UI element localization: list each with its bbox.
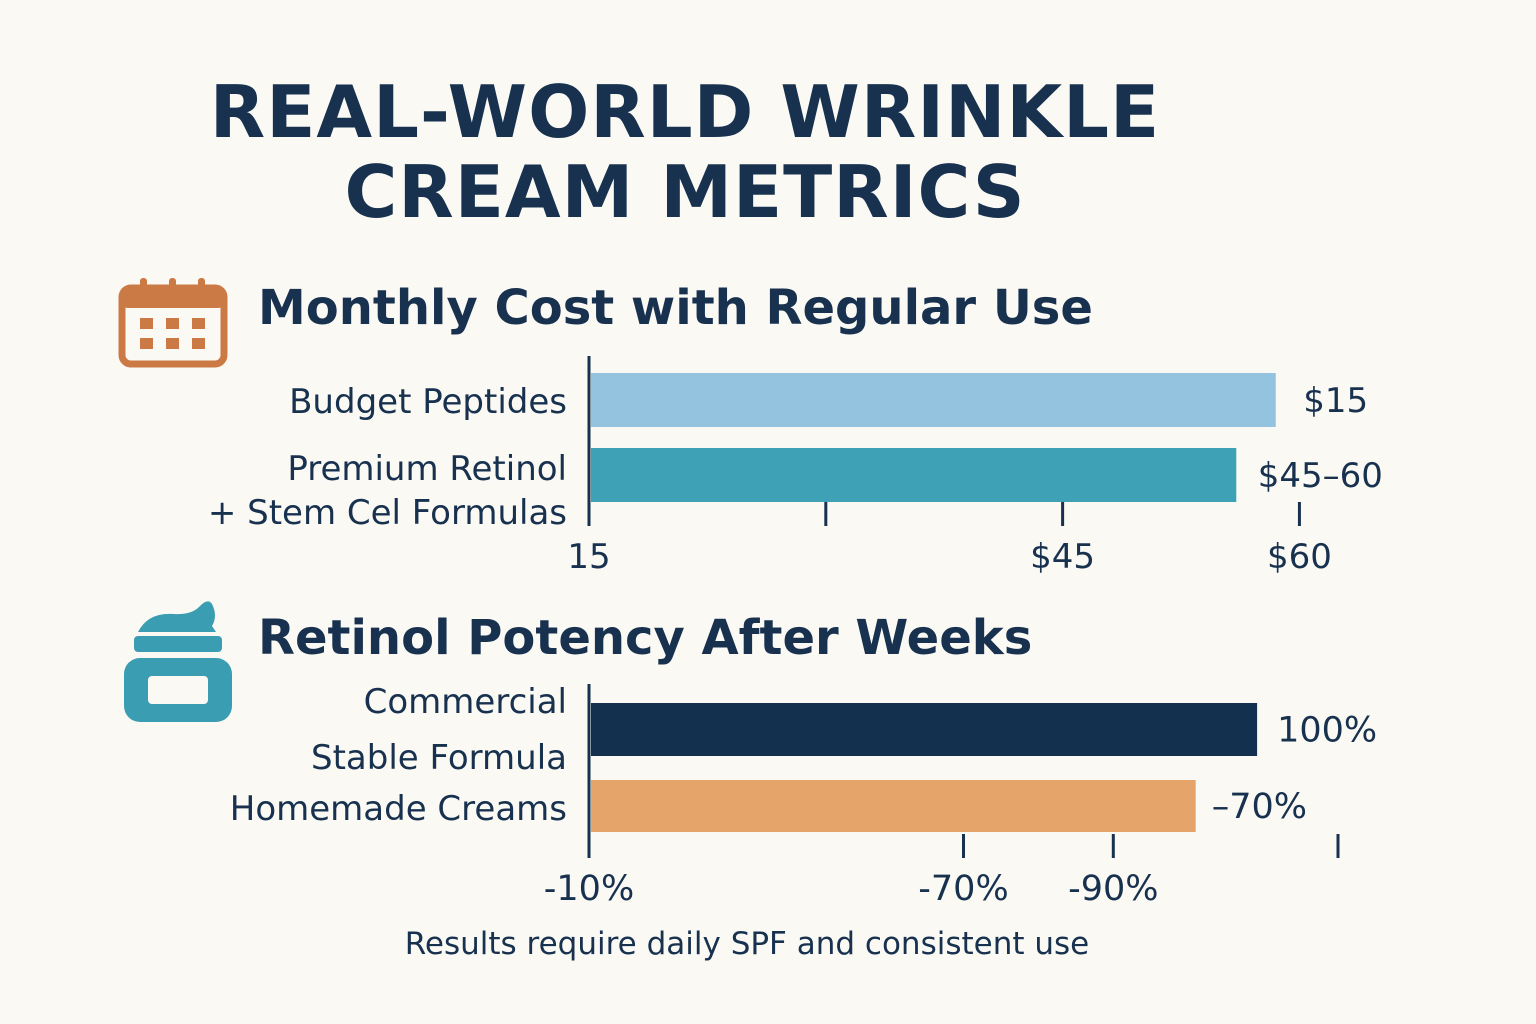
data-label: –70% <box>1212 787 1307 827</box>
category-label: Premium Retinol <box>287 449 567 489</box>
tick-label: $45 <box>1030 537 1095 577</box>
cost-bar-chart: $15 Budget Peptides $45–60 Premium Retinol+… <box>208 356 1383 577</box>
data-label: $15 <box>1303 381 1368 421</box>
footnote: Results require daily SPF and consistent… <box>404 926 1090 962</box>
section-heading-potency: Retinol Potency After Weeks <box>258 610 1033 666</box>
bar <box>591 373 1276 427</box>
potency-bar-chart: 100% Commercial Stable Formula –70% Homemade… <box>230 682 1377 909</box>
chart-title-line-2: CREAM METRICS <box>344 150 1026 234</box>
category-label: + Stem Cel Formulas <box>208 493 567 533</box>
tick-label: 15 <box>567 537 610 577</box>
category-label: Budget Peptides <box>289 382 567 422</box>
tick-label: $60 <box>1267 537 1332 577</box>
bar <box>591 448 1237 502</box>
bar <box>591 703 1258 756</box>
calendar-icon <box>118 278 228 368</box>
chart-title-line-1: REAL-WORLD WRINKLE <box>209 70 1161 154</box>
category-label: Homemade Creams <box>230 789 567 829</box>
category-label: Stable Formula <box>311 738 567 778</box>
category-label: Commercial <box>364 682 567 722</box>
data-label: $45–60 <box>1258 456 1383 496</box>
tick-label: -90% <box>1068 869 1158 909</box>
section-heading-cost: Monthly Cost with Regular Use <box>258 280 1093 336</box>
data-label: 100% <box>1277 711 1377 751</box>
tick-label: -70% <box>918 869 1008 909</box>
bar <box>591 780 1196 832</box>
tick-label: -10% <box>544 869 634 909</box>
cream-jar-icon <box>124 601 232 722</box>
